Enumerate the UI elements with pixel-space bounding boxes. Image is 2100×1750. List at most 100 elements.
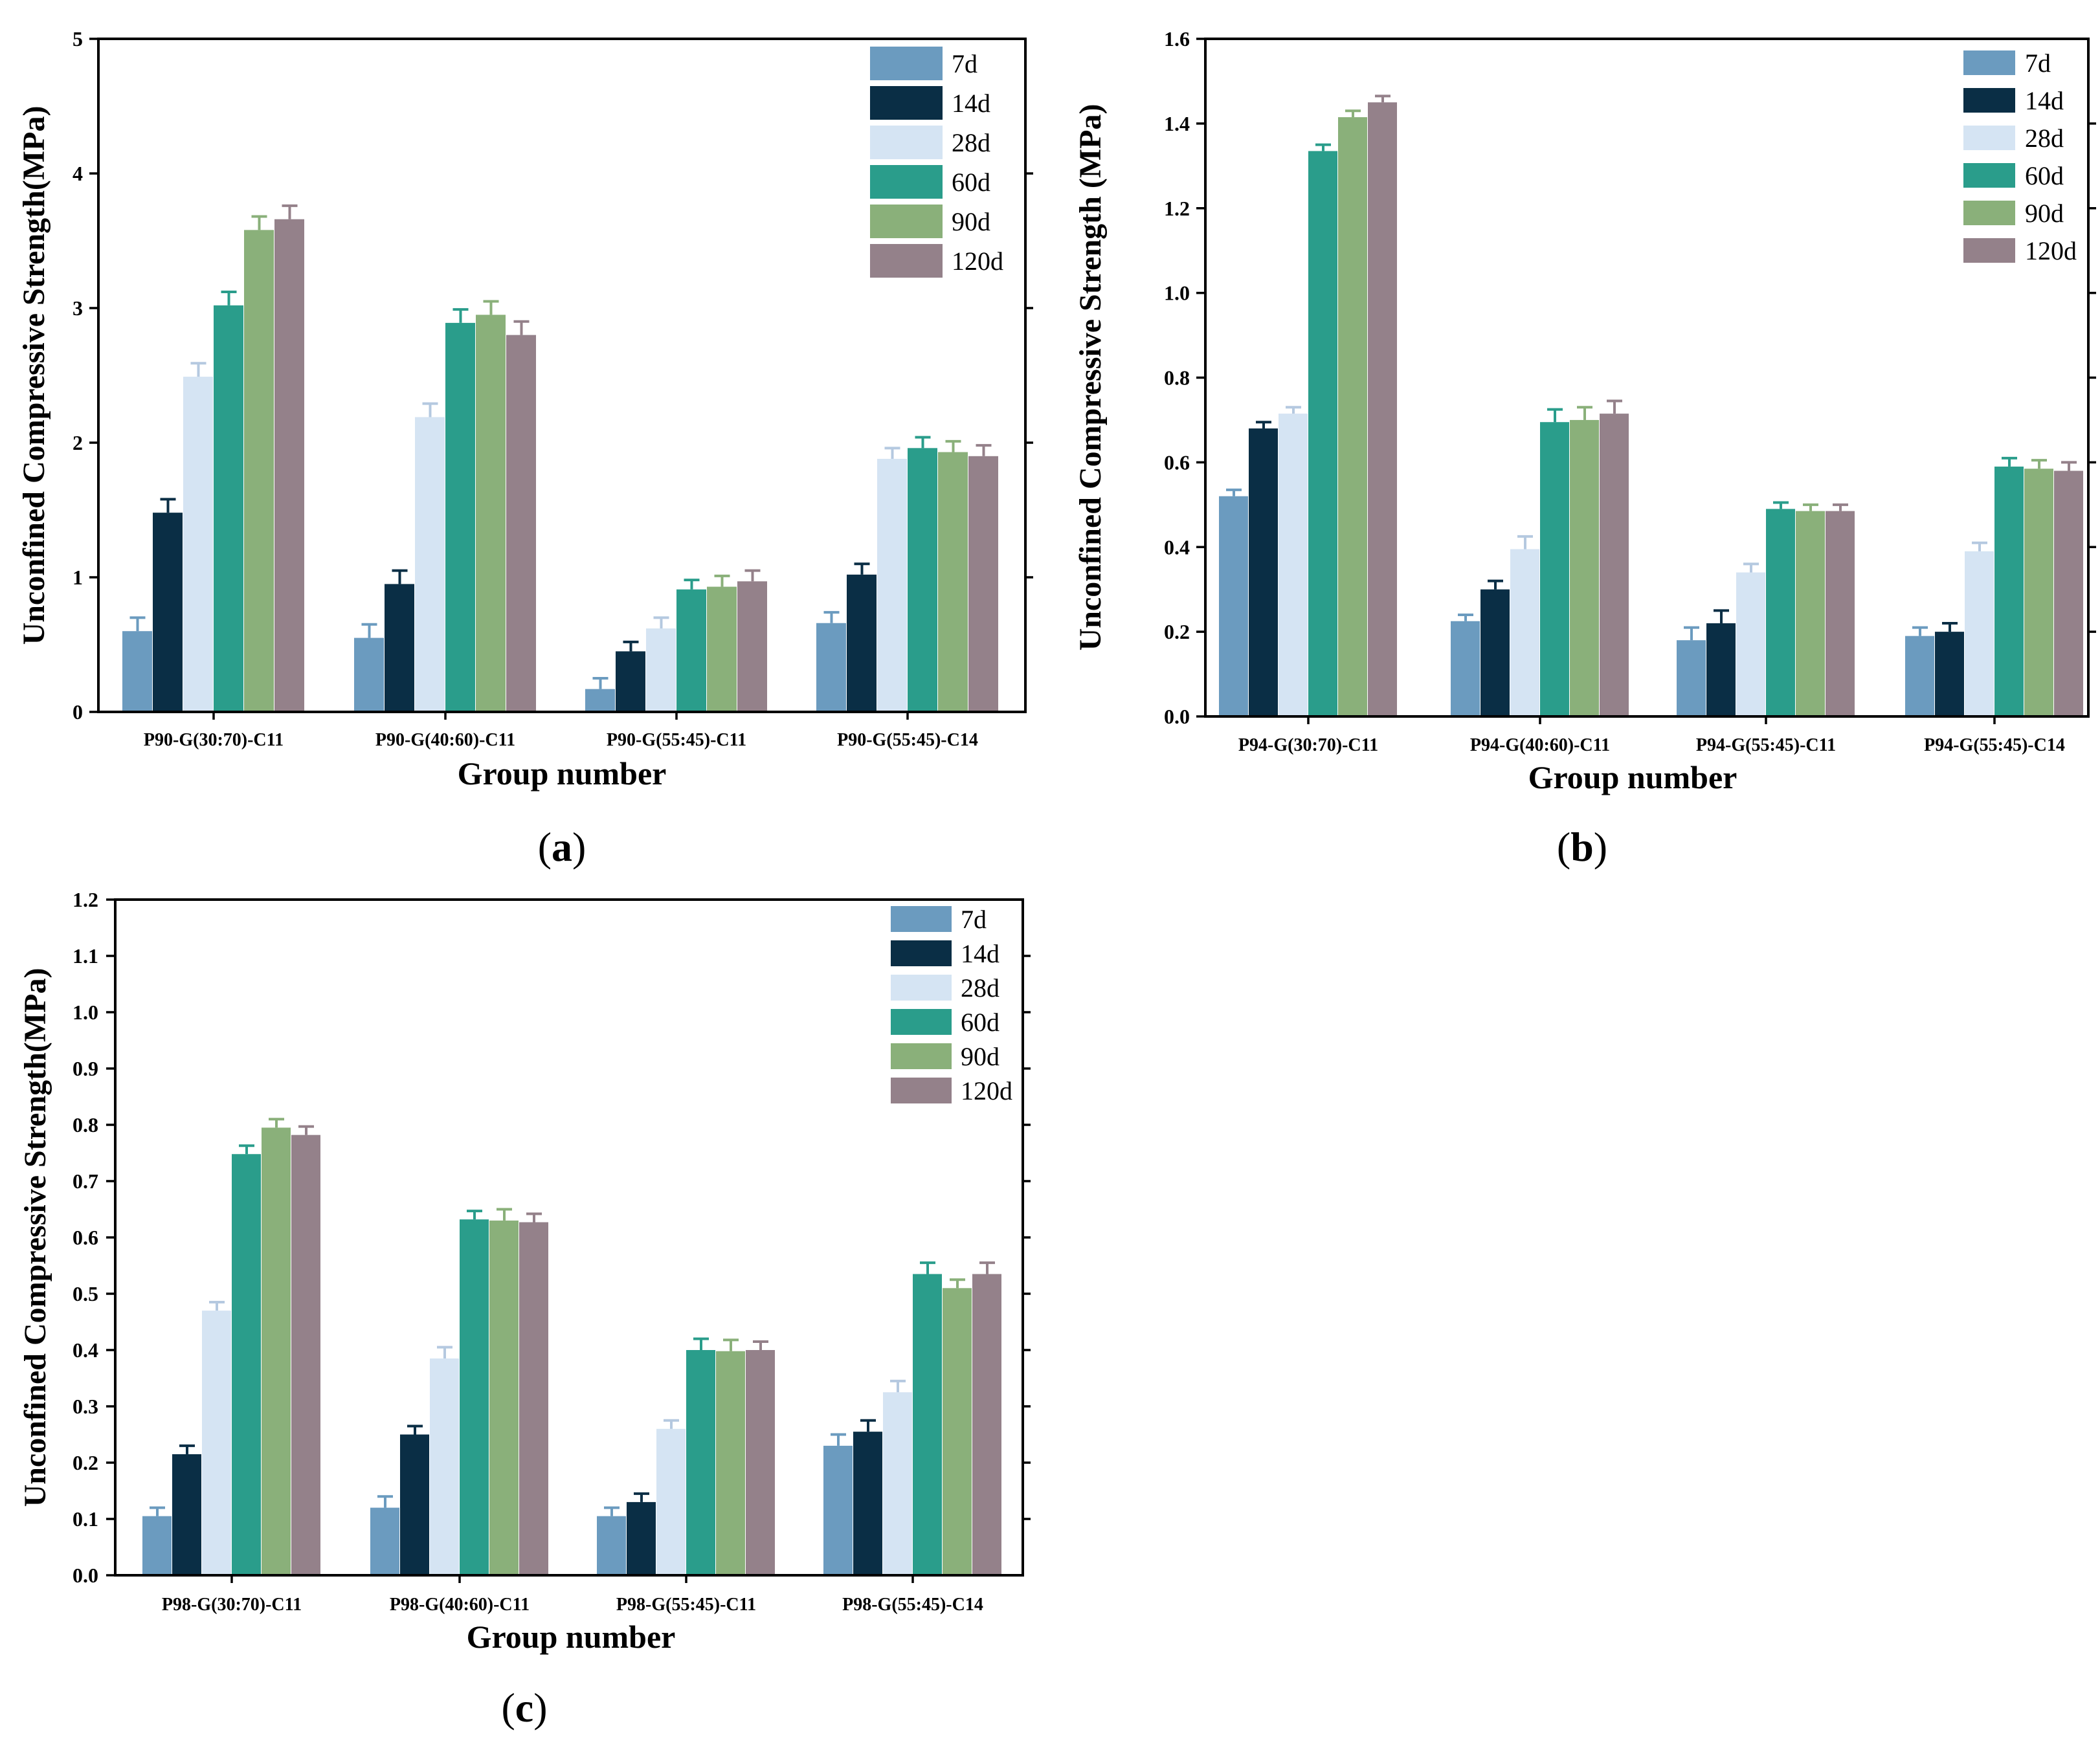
bar-28d xyxy=(883,1392,912,1575)
x-axis-title: Group number xyxy=(458,755,667,792)
bar-90d xyxy=(244,230,274,712)
x-axis-categories: P98-G(30:70)-C11 P98-G(40:60)-C11 P98-G(55… xyxy=(162,1575,983,1615)
legend-label: 120d xyxy=(961,1076,1012,1105)
x-category-label: P90-G(55:45)-C14 xyxy=(837,730,978,750)
bar-14d xyxy=(616,651,645,712)
legend-swatch-120d xyxy=(891,1078,952,1103)
y-axis-title: Unconfined Compressive Strength(MPa) xyxy=(17,106,51,645)
y-tick-label: 4 xyxy=(73,162,83,185)
legend-swatch-14d xyxy=(870,86,943,120)
bar-60d xyxy=(913,1274,942,1575)
bar-120d xyxy=(274,219,304,713)
legend-label: 60d xyxy=(961,1008,1000,1037)
panel-label-b: (b) xyxy=(1557,824,1607,870)
y-tick-label: 1.2 xyxy=(1164,197,1190,220)
bar-28d xyxy=(1965,551,1994,716)
y-tick-label: 5 xyxy=(73,27,83,50)
legend-label: 90d xyxy=(2025,199,2064,228)
legend-swatch-14d xyxy=(1963,88,2015,113)
legend-label: 90d xyxy=(961,1042,1000,1071)
x-category-label: P98-G(40:60)-C11 xyxy=(390,1595,530,1615)
bar-7d xyxy=(354,637,384,712)
bar-90d xyxy=(707,586,737,712)
legend-label: 14d xyxy=(952,89,990,118)
x-axis-title: Group number xyxy=(467,1619,676,1655)
bar-60d xyxy=(460,1219,489,1575)
x-axis-categories: P90-G(30:70)-C11 P90-G(40:60)-C11 P90-G(55… xyxy=(144,712,978,750)
y-tick-label: 0.8 xyxy=(73,1113,98,1136)
bar-60d xyxy=(1308,151,1337,717)
legend-swatch-60d xyxy=(870,165,943,199)
chart-panel-c: 0.00.10.20.30.40.50.60.70.80.91.01.11.2 … xyxy=(18,888,1031,1731)
bar-7d xyxy=(142,1516,172,1575)
x-category-label: P98-G(55:45)-C11 xyxy=(616,1595,756,1615)
legend-label: 28d xyxy=(952,128,990,157)
y-tick-label: 0.2 xyxy=(1164,620,1190,643)
panel-label-a: (a) xyxy=(538,824,586,870)
y-tick-label: 1.1 xyxy=(73,944,98,968)
bar-120d xyxy=(519,1222,548,1575)
bar-7d xyxy=(585,689,615,712)
bar-60d xyxy=(908,448,937,712)
bar-28d xyxy=(1736,572,1765,716)
bar-120d xyxy=(1600,414,1629,716)
x-category-label: P90-G(55:45)-C11 xyxy=(607,730,746,750)
y-tick-label: 0.5 xyxy=(73,1282,98,1305)
legend-swatch-28d xyxy=(870,126,943,159)
bar-120d xyxy=(737,581,767,712)
x-axis-title: Group number xyxy=(1528,759,1737,795)
legend-swatch-7d xyxy=(870,47,943,80)
bar-7d xyxy=(1677,640,1706,716)
x-category-label: P94-G(55:45)-C14 xyxy=(1924,735,2065,755)
bar-90d xyxy=(476,315,506,712)
y-tick-label: 0.8 xyxy=(1164,366,1190,390)
y-tick-label: 3 xyxy=(73,296,83,320)
y-tick-label: 1.0 xyxy=(73,1001,98,1024)
bar-14d xyxy=(153,513,183,712)
legend-label: 28d xyxy=(961,973,1000,1002)
legend-label: 90d xyxy=(952,207,990,236)
y-tick-label: 0.7 xyxy=(73,1169,98,1193)
bar-28d xyxy=(646,628,676,712)
bar-7d xyxy=(816,623,846,712)
legend-swatch-28d xyxy=(1963,126,2015,150)
bar-60d xyxy=(1540,422,1569,716)
x-category-label: P98-G(55:45)-C14 xyxy=(842,1595,983,1615)
bars-group xyxy=(122,219,998,713)
x-category-label: P94-G(40:60)-C11 xyxy=(1470,735,1610,755)
y-tick-label: 0.6 xyxy=(73,1226,98,1249)
bar-120d xyxy=(972,1274,1001,1575)
y-tick-label: 0.0 xyxy=(1164,705,1190,728)
bar-7d xyxy=(1451,621,1480,716)
legend-label: 14d xyxy=(961,939,1000,968)
bar-90d xyxy=(1570,419,1599,716)
y-tick-label: 0.2 xyxy=(73,1451,98,1474)
legend-label: 60d xyxy=(2025,161,2064,190)
y-tick-label: 0.0 xyxy=(73,1564,98,1587)
x-category-label: P94-G(55:45)-C11 xyxy=(1696,735,1836,755)
bar-28d xyxy=(877,458,907,712)
y-tick-label: 1 xyxy=(73,566,83,589)
legend-swatch-60d xyxy=(891,1009,952,1035)
bar-7d xyxy=(1905,636,1934,716)
bar-14d xyxy=(1249,428,1278,716)
y-tick-label: 1.4 xyxy=(1164,112,1190,135)
plot-frame xyxy=(97,38,1027,713)
y-tick-label: 1.0 xyxy=(1164,282,1190,305)
legend-swatch-7d xyxy=(1963,50,2015,75)
legend: 7d 14d 28d 60d 90d 120d xyxy=(891,905,1012,1105)
y-tick-label: 0.3 xyxy=(73,1395,98,1418)
bar-14d xyxy=(1935,632,1964,716)
bar-90d xyxy=(943,1288,972,1575)
legend-swatch-90d xyxy=(870,205,943,238)
bar-120d xyxy=(291,1135,320,1575)
legend-label: 14d xyxy=(2025,86,2064,115)
legend-swatch-90d xyxy=(1963,201,2015,225)
legend-label: 7d xyxy=(961,905,987,934)
bar-120d xyxy=(2054,471,2083,716)
bar-14d xyxy=(400,1434,429,1575)
bars-group xyxy=(1219,102,2083,717)
legend-swatch-7d xyxy=(891,906,952,932)
bar-28d xyxy=(656,1428,686,1575)
bar-28d xyxy=(415,417,445,712)
